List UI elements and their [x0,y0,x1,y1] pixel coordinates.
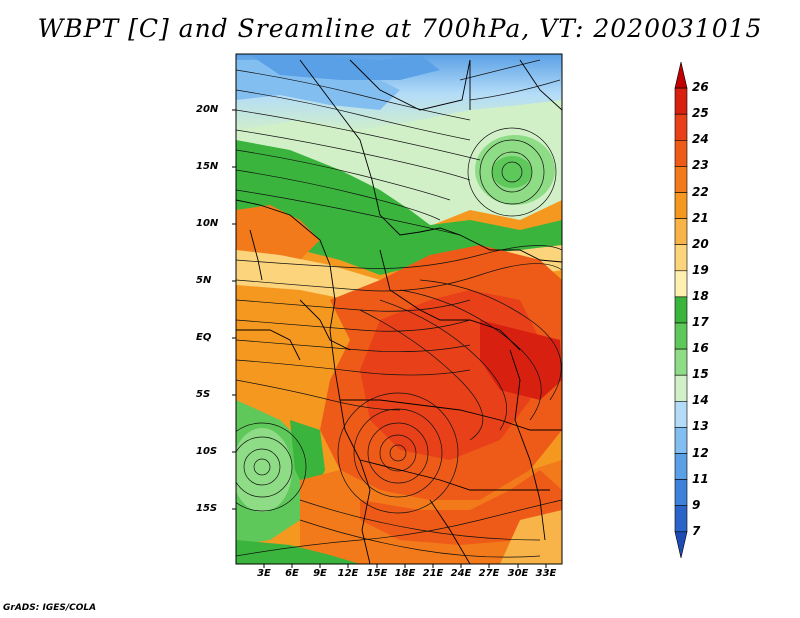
colorbar [674,61,688,558]
lon-label-12e: 12E [337,568,359,579]
colorbar-swatch [674,296,688,324]
map-frame [235,53,563,565]
colorbar-swatch [674,348,688,376]
colorbar-level-label: 22 [692,184,709,199]
lat-label-eq: EQ [196,332,212,343]
lon-label-21e: 21E [422,568,444,579]
colorbar-level-label: 17 [692,315,709,329]
lat-label-15n: 15N [196,161,219,172]
colorbar-swatch [674,374,688,402]
lon-ticks [263,564,547,568]
colorbar-level-label: 11 [692,471,709,486]
colorbar-level-label: 25 [692,106,709,121]
grads-credit: GrADS: IGES/COLA [3,603,97,613]
colorbar-level-label: 7 [692,523,701,538]
lon-label-27e: 27E [478,568,500,579]
colorbar-level-label: 21 [692,210,709,225]
colorbar-swatch [674,270,688,298]
lat-label-15s: 15S [196,503,218,514]
colorbar-swatch [674,400,688,428]
colorbar-swatch [674,113,688,141]
colorbar-level-label: 23 [692,158,709,173]
lon-label-18e: 18E [394,568,416,579]
lat-label-10s: 10S [196,446,218,457]
lon-label-30e: 30E [507,568,529,579]
country-borders [236,59,562,564]
colorbar-level-label: 12 [692,445,709,460]
colorbar-swatch [674,427,688,454]
colorbar-level-label: 24 [692,132,709,147]
colorbar-level-label: 19 [692,262,709,277]
lon-label-3e: 3E [257,568,271,579]
lon-label-6e: 6E [285,568,299,579]
colorbar-swatch [674,61,688,89]
colorbar-level-label: 14 [692,393,709,408]
colorbar-level-label: 26 [692,80,709,95]
colorbar-level-label: 9 [692,497,701,512]
colorbar-swatch [674,322,688,350]
lat-label-20n: 20N [196,104,219,115]
colorbar-swatch [674,453,688,480]
colorbar-swatch [674,479,688,507]
colorbar-swatch [674,87,688,115]
lon-label-9e: 9E [313,568,327,579]
streamlines [236,59,562,558]
lon-label-33e: 33E [535,568,557,579]
lon-label-15e: 15E [366,568,388,579]
colorbar-swatch [674,192,688,219]
colorbar-swatch [674,244,688,272]
lon-label-24e: 24E [450,568,472,579]
lat-label-5s: 5S [196,389,211,400]
lat-label-5n: 5N [196,275,212,286]
colorbar-swatch [674,218,688,246]
colorbar-level-label: 13 [692,419,709,434]
lat-ticks [232,109,236,510]
map-title: WBPT [C] and Sreamline at 700hPa, VT: 20… [37,14,763,43]
lat-label-10n: 10N [196,218,219,229]
colorbar-swatch [674,140,688,167]
colorbar-level-label: 18 [692,288,709,303]
colorbar-swatch [674,531,688,558]
colorbar-level-label: 15 [692,367,709,382]
colorbar-swatch [674,505,688,533]
colorbar-level-label: 16 [692,341,709,356]
wbpt-shading [236,54,562,564]
colorbar-swatch [674,166,688,193]
colorbar-level-label: 20 [692,236,709,251]
